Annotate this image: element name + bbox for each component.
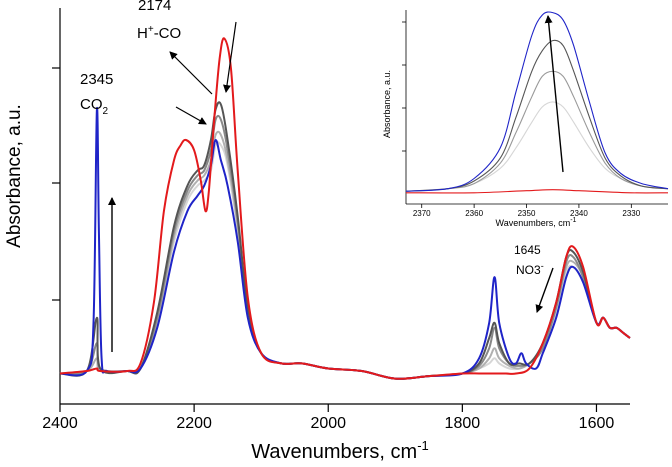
annotation-co2-formula: CO2 xyxy=(80,96,109,117)
main-x-tick-label: 2200 xyxy=(176,415,212,432)
inset-x-tick-label: 2360 xyxy=(465,209,483,218)
inset-series-inset-red xyxy=(405,189,669,194)
annotation-no3: 1645 NO3- xyxy=(514,243,554,313)
inset-y-axis-title: Absorbance, a.u. xyxy=(382,70,392,138)
main-y-ticks xyxy=(52,67,60,301)
arrow-h-co-peak xyxy=(223,21,237,93)
inset-series-inset-2 xyxy=(405,70,669,192)
inset-x-tick-label: 2330 xyxy=(622,209,640,218)
arrow-h-co-label xyxy=(169,51,213,95)
annotation-h-co-label: 2174 xyxy=(138,0,171,14)
main-x-ticks: 2400 2200 2000 1800 1600 xyxy=(42,404,614,432)
annotation-co2-label: 2345 xyxy=(80,71,113,88)
inset-series-inset-1 xyxy=(405,101,669,192)
inset-x-axis-title: Wavenumbers, cm-1 xyxy=(496,217,577,228)
inset-x-tick-label: 2340 xyxy=(570,209,588,218)
inset-series xyxy=(405,11,669,194)
main-series xyxy=(59,37,631,380)
inset-series-inset-blue xyxy=(405,11,669,192)
main-x-tick-label: 1600 xyxy=(579,415,615,432)
inset-plot: 2370 2360 2350 2340 2330 Absorbance, a.u. Wa… xyxy=(382,10,669,228)
annotation-no3-label: 1645 xyxy=(514,243,541,257)
arrow-down-no3 xyxy=(535,267,554,313)
arrow-shoulder xyxy=(175,106,207,125)
main-series-spectrum-red xyxy=(59,37,631,380)
main-x-tick-label: 2000 xyxy=(310,415,346,432)
inset-y-ticks xyxy=(402,21,406,152)
inset-arrow-up xyxy=(544,15,564,173)
annotation-h-co-formula: H+-CO xyxy=(137,24,181,42)
annotation-co2: 2345 CO2 xyxy=(80,71,116,352)
main-y-axis-title: Absorbance, a.u. xyxy=(4,104,25,248)
main-x-tick-label: 1800 xyxy=(445,415,481,432)
annotation-h-co: 2174 H+-CO xyxy=(137,0,237,125)
main-x-tick-label: 2400 xyxy=(42,415,78,432)
main-x-axis-title: Wavenumbers, cm-1 xyxy=(251,438,429,463)
inset-x-tick-label: 2370 xyxy=(413,209,431,218)
inset-x-tick-label: 2350 xyxy=(518,209,536,218)
annotation-no3-formula: NO3- xyxy=(516,261,544,277)
inset-x-ticks: 2370 2360 2350 2340 2330 xyxy=(413,204,641,218)
main-plot: 2400 2200 2000 1800 1600 Absorbance, a.u. Wa… xyxy=(4,0,631,463)
inset-series-inset-3 xyxy=(405,39,669,192)
